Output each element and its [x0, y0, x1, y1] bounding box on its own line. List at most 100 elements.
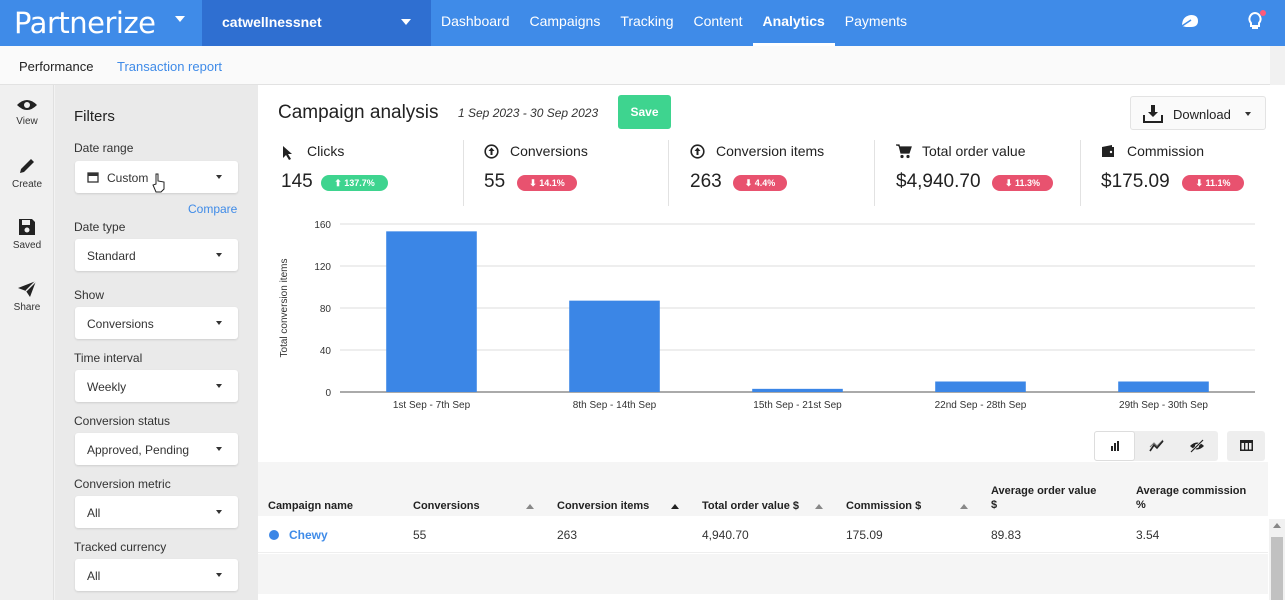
date-range-select[interactable]: Custom [75, 161, 238, 193]
cell-average-commission: 3.54 [1136, 528, 1160, 542]
nav-content[interactable]: Content [693, 13, 743, 29]
conversion-status-select[interactable]: Approved, Pending [75, 433, 238, 465]
page-scrollbar-top[interactable] [1270, 46, 1285, 85]
wallet-icon [1102, 145, 1114, 157]
chevron-down-icon [216, 573, 222, 577]
bar-view-button[interactable] [1094, 431, 1135, 461]
column-header-conversions[interactable]: Conversions [413, 500, 480, 512]
main-nav: Dashboard Campaigns Tracking Content Ana… [431, 0, 917, 46]
account-selector[interactable]: catwellnessnet [202, 0, 431, 46]
chart-view-toggle [1094, 431, 1218, 461]
nav-analytics[interactable]: Analytics [752, 0, 835, 46]
column-header-total-order-value[interactable]: Total order value $ [702, 500, 799, 512]
main-content: Campaign analysis 1 Sep 2023 - 30 Sep 20… [258, 85, 1285, 600]
date-type-select[interactable]: Standard [75, 239, 238, 271]
campaign-name-link[interactable]: Chewy [289, 528, 328, 542]
send-icon [18, 280, 37, 297]
top-navigation-bar: Partnerize catwellnessnet Dashboard Camp… [0, 0, 1285, 46]
calendar-icon [87, 172, 99, 183]
table-row[interactable]: Chewy 55 263 4,940.70 175.09 89.83 3.54 [258, 516, 1268, 553]
partnerize-logo[interactable]: Partnerize [14, 6, 156, 40]
help-chat-icon[interactable] [1179, 10, 1201, 32]
kpi-conversions: Conversions 55 ⬇ 14.1% [484, 143, 664, 205]
kpi-value: 145 [281, 171, 313, 192]
bar [386, 231, 477, 392]
x-tick-label: 8th Sep - 14th Sep [573, 400, 657, 411]
kpi-value: 55 [484, 171, 506, 192]
rail-saved[interactable]: Saved [0, 218, 54, 251]
sort-icon[interactable] [815, 504, 823, 509]
sort-icon[interactable] [960, 504, 968, 509]
time-interval-label: Time interval [74, 351, 143, 365]
date-type-value: Standard [87, 249, 136, 263]
column-header-commission[interactable]: Commission $ [846, 500, 922, 512]
kpi-label: Conversion items [716, 143, 825, 159]
arrow-up-circle-icon [690, 144, 705, 159]
date-range-label: Date range [74, 141, 134, 155]
save-button[interactable]: Save [618, 95, 671, 129]
nav-tracking[interactable]: Tracking [620, 13, 674, 29]
conversion-metric-select[interactable]: All [75, 496, 238, 528]
scrollbar-thumb[interactable] [1271, 537, 1283, 600]
compare-link[interactable]: Compare [188, 202, 238, 216]
time-interval-value: Weekly [87, 380, 127, 394]
column-header-average-commission[interactable]: Average commission % [1136, 485, 1247, 511]
rail-view[interactable]: View [0, 98, 54, 127]
cell-total-order-value: 4,940.70 [702, 528, 749, 542]
sub-navigation: Performance Transaction report [0, 46, 1285, 85]
page-title: Campaign analysis [278, 102, 439, 123]
nav-dashboard[interactable]: Dashboard [441, 13, 510, 29]
bar [935, 381, 1026, 392]
download-icon [1143, 105, 1163, 123]
tab-performance[interactable]: Performance [19, 59, 94, 74]
columns-button[interactable] [1227, 431, 1265, 461]
table-footer-area [258, 554, 1268, 594]
y-tick-label: 40 [320, 346, 332, 357]
rail-share[interactable]: Share [0, 280, 54, 313]
tab-transaction-report[interactable]: Transaction report [117, 59, 223, 74]
bar [752, 388, 843, 392]
change-badge: ⬇ 11.3% [992, 175, 1053, 191]
sort-icon[interactable] [526, 504, 534, 509]
conversion-status-value: Approved, Pending [87, 443, 190, 457]
date-range-text: 1 Sep 2023 - 30 Sep 2023 [458, 106, 599, 120]
kpi-clicks: Clicks 145 ⬆ 137.7% [281, 143, 461, 205]
lightbulb-icon[interactable] [1244, 10, 1266, 32]
change-badge: ⬇ 4.4% [733, 175, 787, 191]
chevron-down-icon [216, 384, 222, 388]
nav-payments[interactable]: Payments [844, 13, 908, 29]
eye-off-icon [1190, 439, 1204, 453]
conversion-metric-label: Conversion metric [74, 477, 171, 491]
x-tick-label: 29th Sep - 30th Sep [1119, 400, 1208, 411]
series-color-dot [269, 530, 279, 540]
chevron-down-icon [1245, 112, 1251, 116]
kpi-label: Total order value [922, 143, 1026, 159]
scroll-up-arrow-icon[interactable] [1273, 523, 1281, 528]
brand-menu-caret-icon[interactable] [175, 16, 185, 22]
date-range-value: Custom [107, 171, 149, 185]
download-button[interactable]: Download [1130, 96, 1266, 130]
time-interval-select[interactable]: Weekly [75, 370, 238, 402]
change-badge: ⬇ 11.1% [1182, 175, 1244, 191]
show-select[interactable]: Conversions [75, 307, 238, 339]
column-header-conversion-items[interactable]: Conversion items [557, 500, 650, 512]
divider [463, 140, 464, 206]
table-scrollbar[interactable] [1269, 519, 1285, 600]
kpi-value: $175.09 [1101, 171, 1170, 192]
rail-label: Share [13, 302, 41, 313]
hide-chart-button[interactable] [1177, 431, 1218, 461]
divider [1080, 140, 1081, 206]
rail-create[interactable]: Create [0, 157, 54, 190]
column-header-average-order-value[interactable]: Average order value $ [991, 485, 1097, 511]
download-label: Download [1173, 107, 1231, 122]
tracked-currency-select[interactable]: All [75, 559, 238, 591]
divider [874, 140, 875, 206]
y-tick-label: 120 [314, 262, 331, 273]
kpi-label: Commission [1127, 143, 1205, 159]
sort-icon[interactable] [671, 504, 679, 509]
cell-conversion-items: 263 [557, 528, 578, 542]
left-rail: View Create Saved Share [0, 85, 54, 600]
column-header-campaign-name[interactable]: Campaign name [268, 500, 353, 512]
line-view-button[interactable] [1136, 431, 1177, 461]
nav-campaigns[interactable]: Campaigns [529, 13, 601, 29]
